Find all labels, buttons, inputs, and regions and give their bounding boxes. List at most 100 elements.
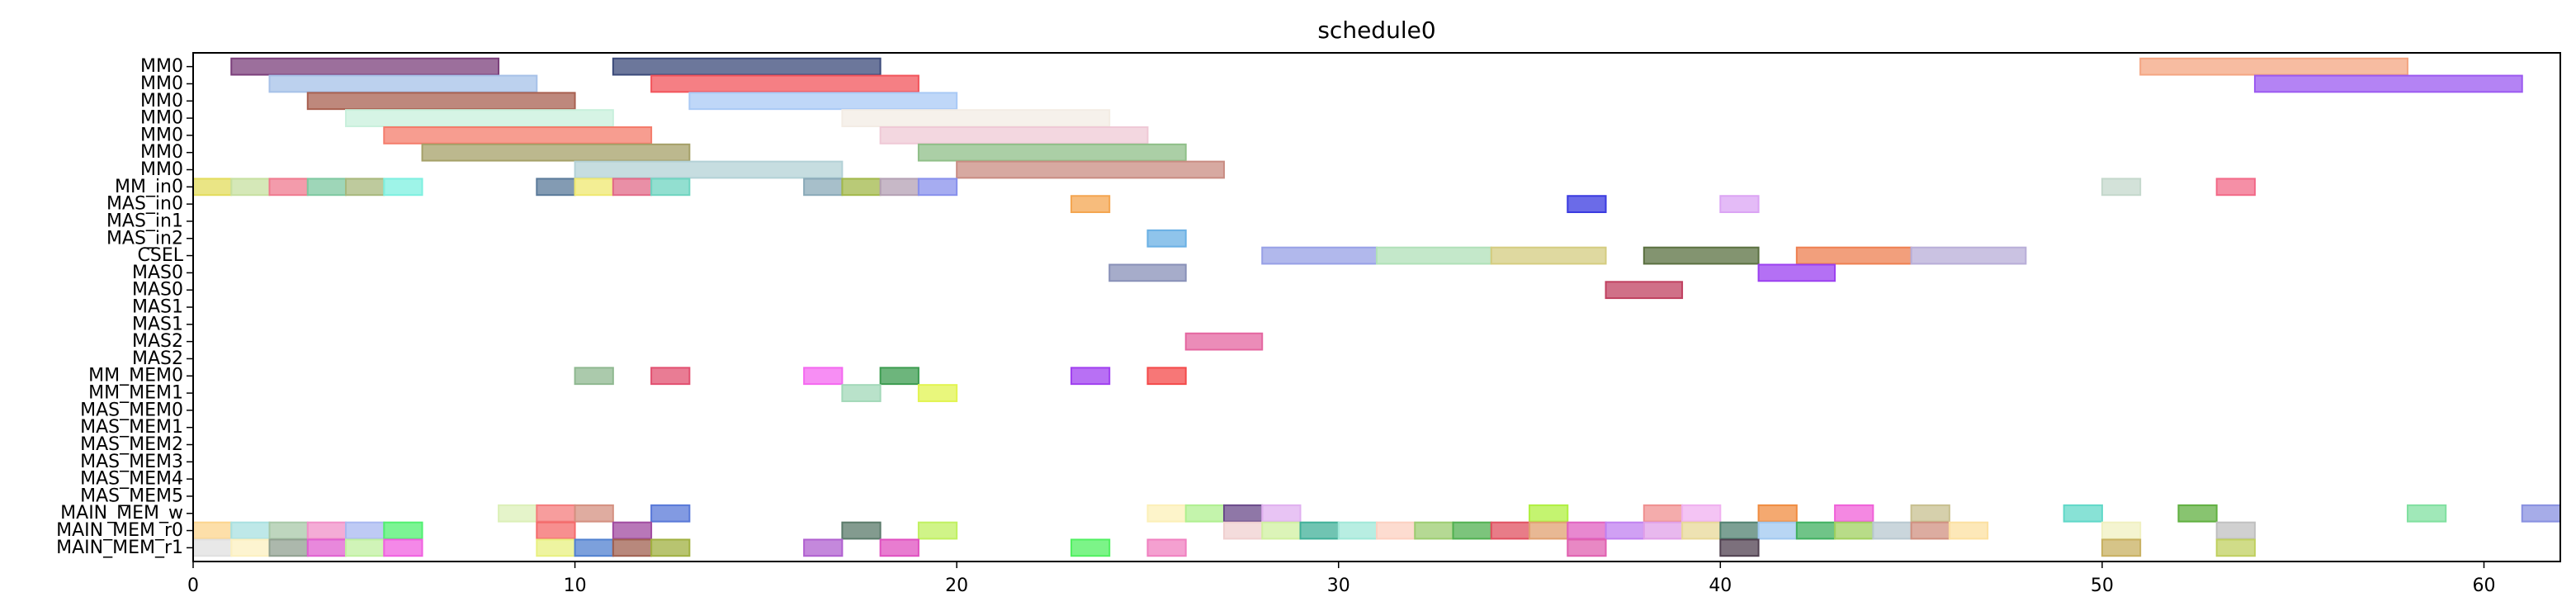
- x-tick-label: 0: [187, 576, 199, 596]
- task-bar: [650, 538, 691, 557]
- task-bar: [1452, 521, 1492, 540]
- y-tick-label: MAIN_MEM_w: [60, 503, 183, 524]
- task-bar: [1299, 521, 1340, 540]
- task-bar: [1070, 367, 1111, 386]
- y-tick-label: MAS_in0: [106, 194, 183, 215]
- task-bar: [345, 538, 385, 557]
- task-bar: [1757, 521, 1798, 540]
- task-bar: [1222, 504, 1264, 523]
- task-bar: [2101, 178, 2142, 197]
- task-bar: [1490, 521, 1531, 540]
- task-bar: [306, 521, 347, 540]
- task-bar: [1376, 246, 1492, 265]
- y-tick-label: MM0: [140, 142, 183, 163]
- y-tick-label: MM0: [140, 56, 183, 77]
- task-bar: [421, 143, 691, 162]
- task-bar: [2063, 504, 2103, 523]
- task-bar: [2253, 74, 2523, 93]
- task-bar: [2406, 504, 2447, 523]
- task-bar: [1719, 521, 1760, 540]
- task-bar: [383, 538, 423, 557]
- y-tick-label: MM0: [140, 73, 183, 94]
- task-bar: [1719, 538, 1760, 557]
- task-bar: [574, 367, 614, 386]
- task-bar: [2215, 521, 2256, 540]
- task-bar: [841, 521, 882, 540]
- y-tick-label: MAS_MEM2: [80, 434, 183, 455]
- task-bar: [192, 538, 233, 557]
- task-bar: [230, 178, 271, 197]
- task-bar: [2521, 504, 2562, 523]
- task-bar: [536, 178, 576, 197]
- y-tick-label: MAS_MEM1: [80, 417, 183, 438]
- task-bar: [879, 126, 1149, 145]
- y-tick-label: MAS0: [132, 280, 183, 301]
- x-tick-label: 60: [2472, 576, 2495, 596]
- task-bar: [612, 521, 653, 540]
- task-bar: [1146, 538, 1187, 557]
- task-bar: [306, 538, 347, 557]
- task-bar: [650, 178, 691, 197]
- task-bar: [1872, 521, 1912, 540]
- task-bar: [879, 367, 919, 386]
- task-bar: [1910, 521, 1950, 540]
- task-bar: [2215, 178, 2256, 197]
- task-bar: [917, 384, 958, 402]
- task-bar: [650, 504, 691, 523]
- task-bar: [1070, 195, 1111, 214]
- task-bar: [574, 178, 614, 197]
- y-tick-label: MM_MEM1: [88, 383, 183, 404]
- task-bar: [917, 143, 1187, 162]
- task-bar: [1529, 504, 1569, 523]
- task-bar: [345, 109, 614, 127]
- task-bar: [1529, 521, 1569, 540]
- task-bar: [917, 178, 958, 197]
- task-bar: [536, 521, 576, 540]
- y-tick-label: MAIN_MEM_r1: [56, 538, 183, 558]
- task-bar: [688, 92, 958, 111]
- task-bar: [1795, 246, 1912, 265]
- y-tick-label: MAS_MEM5: [80, 486, 183, 506]
- task-bar: [1605, 281, 1684, 300]
- y-tick-label: MM0: [140, 159, 183, 180]
- task-bar: [803, 178, 844, 197]
- x-tick-label: 50: [2091, 576, 2114, 596]
- task-bar: [383, 521, 423, 540]
- task-bar: [1910, 504, 1950, 523]
- task-bar: [536, 538, 576, 557]
- x-tick-label: 30: [1327, 576, 1350, 596]
- y-tick-label: MAS1: [132, 314, 183, 334]
- y-tick-label: MM0: [140, 108, 183, 129]
- task-bar: [803, 367, 844, 386]
- task-bar: [192, 178, 233, 197]
- y-tick-label: MAS_MEM0: [80, 400, 183, 420]
- task-bar: [1681, 504, 1722, 523]
- task-bar: [268, 178, 309, 197]
- task-bar: [1948, 521, 1989, 540]
- task-bar: [383, 178, 423, 197]
- x-tick-label: 10: [564, 576, 587, 596]
- task-bar: [841, 109, 1111, 127]
- task-bar: [1681, 521, 1722, 540]
- task-bar: [1261, 521, 1302, 540]
- task-bar: [1184, 332, 1264, 351]
- y-tick-label: MM0: [140, 91, 183, 111]
- task-bar: [574, 160, 844, 179]
- task-bar: [1834, 504, 1874, 523]
- task-bar: [1642, 504, 1684, 523]
- task-bar: [306, 92, 576, 111]
- task-bar: [268, 521, 309, 540]
- task-bar: [1070, 538, 1111, 557]
- task-bar: [1376, 521, 1416, 540]
- task-bar: [1757, 504, 1798, 523]
- task-bar: [345, 521, 385, 540]
- task-bar: [1146, 367, 1187, 386]
- y-tick-label: MAIN_MEM_r0: [56, 520, 183, 541]
- task-bar: [383, 126, 653, 145]
- y-tick-label: MM_in0: [115, 177, 183, 197]
- task-bar: [1337, 521, 1378, 540]
- task-bar: [650, 367, 691, 386]
- x-tick-label: 40: [1709, 576, 1732, 596]
- y-axis: MM0MM0MM0MM0MM0MM0MM0MM_in0MAS_in0MAS_in…: [56, 56, 193, 558]
